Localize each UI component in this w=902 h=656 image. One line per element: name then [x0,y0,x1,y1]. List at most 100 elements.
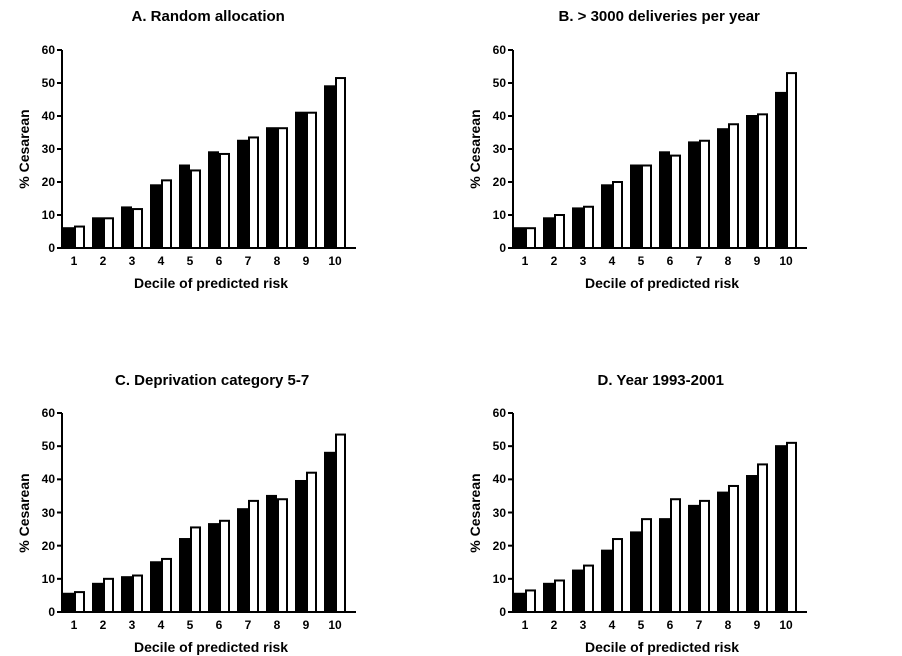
x-tick-label: 7 [695,618,703,632]
x-tick-label: 8 [273,618,281,632]
x-axis-label: Decile of predicted risk [134,639,289,655]
x-tick-label: 8 [273,254,281,268]
x-tick-label: 2 [99,618,107,632]
y-tick-label: 10 [41,571,55,586]
x-tick-label: 1 [521,618,529,632]
y-tick-label: 30 [492,505,506,520]
chart-panel-3: C. Deprivation category 5-7 0 10 20 30 40 50 60… [0,328,451,656]
chart-title: C. Deprivation category 5-7 [115,372,310,389]
bar-decile-9-series-1 [295,479,306,613]
bar-decile-2-series-1 [92,582,103,613]
x-tick-label: 6 [215,618,223,632]
bar-decile-10-series-2 [786,441,797,613]
x-tick-label: 9 [302,618,310,632]
chart-panel-4: D. Year 1993-2001 0 10 20 30 40 50 60 1 2 3 4 5 6 7 8 9 1… [451,328,902,656]
bar-decile-3-series-1 [121,576,132,614]
x-tick-label: 3 [128,254,136,268]
chart-panel-1: A. Random allocation 0 10 20 30 40 50 60 1 2 3 4 5 6 7… [0,0,451,328]
bar-decile-7-series-1 [237,139,248,249]
bar-decile-9-series-1 [746,475,757,613]
bar-decile-4-series-2 [612,181,623,249]
x-tick-label: 7 [244,618,252,632]
x-tick-label: 2 [550,618,558,632]
x-tick-label: 6 [666,254,674,268]
bar-decile-8-series-2 [728,484,739,613]
bar-decile-2-series-2 [103,217,114,250]
y-tick-label: 50 [41,439,55,454]
x-tick-label: 10 [779,618,793,632]
y-tick-label: 20 [41,175,55,189]
bar-decile-8-series-1 [717,491,728,614]
bar-decile-6-series-2 [670,154,681,250]
bar-decile-2-series-2 [554,214,565,249]
bar-decile-7-series-2 [248,499,259,613]
y-tick-label: 40 [41,472,55,487]
bar-decile-7-series-1 [237,508,248,613]
bar-decile-2-series-1 [543,217,554,250]
bar-decile-10-series-2 [335,77,346,249]
bar-decile-1-series-1 [514,227,525,249]
bar-decile-8-series-1 [717,128,728,249]
bar-decile-6-series-2 [219,152,230,249]
bar-decile-9-series-1 [295,111,306,249]
x-tick-label: 8 [724,254,732,268]
x-tick-label: 4 [157,254,165,268]
y-axis-label: % Cesarean [16,472,32,553]
x-tick-label: 6 [666,618,674,632]
bar-decile-5-series-1 [179,538,190,614]
bar-decile-3-series-2 [583,205,594,249]
bar-decile-5-series-2 [190,526,201,613]
y-tick-label: 0 [48,241,55,255]
x-tick-label: 9 [302,254,310,268]
y-tick-label: 50 [492,439,506,454]
bar-decile-4-series-2 [161,179,172,250]
x-tick-label: 5 [186,618,194,632]
bar-decile-4-series-1 [150,184,161,250]
y-tick-label: 60 [492,43,506,57]
bar-decile-7-series-1 [688,141,699,249]
bar-decile-6-series-1 [659,518,670,613]
bar-decile-8-series-1 [266,127,277,250]
x-tick-label: 9 [753,618,761,632]
y-tick-label: 50 [41,76,55,90]
x-tick-label: 2 [550,254,558,268]
bar-decile-4-series-1 [150,561,161,613]
chart-svg-4 [508,412,807,614]
x-tick-label: 6 [215,254,223,268]
bar-decile-3-series-2 [583,564,594,613]
bar-decile-4-series-1 [601,184,612,250]
y-axis-label: % Cesarean [16,109,32,189]
x-axis-label: Decile of predicted risk [134,275,289,291]
bar-decile-4-series-2 [161,557,172,613]
bar-decile-5-series-1 [630,531,641,613]
bar-decile-6-series-1 [659,151,670,249]
x-tick-label: 8 [724,618,732,632]
x-tick-label: 5 [637,254,645,268]
x-tick-label: 2 [99,254,107,268]
x-tick-label: 5 [637,618,645,632]
bar-decile-9-series-1 [746,115,757,249]
chart-panel-2: B. > 3000 deliveries per year 0 10 20 30 40 50… [451,0,902,328]
bar-decile-3-series-1 [572,207,583,249]
bar-decile-8-series-2 [277,498,288,614]
bar-decile-1-series-1 [63,227,74,249]
bar-decile-5-series-2 [641,518,652,613]
x-tick-label: 10 [779,254,793,268]
chart-svg-3 [57,412,356,614]
bar-decile-2-series-1 [543,582,554,613]
x-tick-label: 10 [328,618,342,632]
bar-decile-1-series-2 [74,225,85,250]
x-tick-label: 5 [186,254,194,268]
y-tick-label: 20 [41,538,55,553]
bar-decile-6-series-1 [208,523,219,614]
bar-decile-1-series-1 [63,592,74,613]
y-tick-label: 30 [41,505,55,520]
x-tick-label: 7 [244,254,252,268]
bar-decile-9-series-2 [757,113,768,249]
y-axis-label: % Cesarean [467,472,483,553]
x-tick-label: 3 [128,618,136,632]
bar-decile-10-series-2 [335,433,346,613]
bar-decile-9-series-2 [306,471,317,613]
x-tick-label: 4 [608,618,616,632]
bar-decile-5-series-1 [179,164,190,249]
